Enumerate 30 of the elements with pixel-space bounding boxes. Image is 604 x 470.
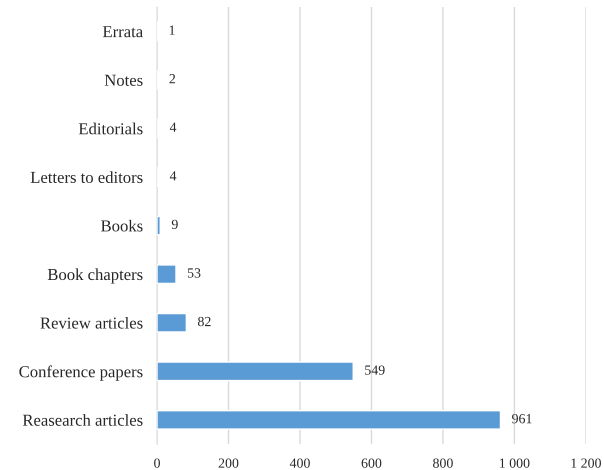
x-tick-label: 1 200 (571, 458, 601, 468)
y-tick-label: Book chapters (48, 268, 143, 284)
y-tick-label: Review articles (40, 316, 143, 329)
bar (157, 361, 354, 382)
data-label: 961 (512, 414, 532, 424)
y-tick-label: Reasearch articles (22, 414, 143, 426)
y-tick-label: Editorials (78, 122, 143, 134)
bar (157, 410, 502, 430)
y-tick-label: Notes (104, 74, 143, 86)
y-tick-label: Letters to editors (30, 171, 143, 183)
data-label: 53 (188, 268, 200, 278)
data-label: 9 (172, 220, 178, 230)
x-tick-label: 800 (433, 458, 453, 468)
data-label: 4 (170, 122, 176, 132)
x-tick-label: 1 000 (500, 458, 530, 468)
bar (157, 216, 161, 236)
data-label: 549 (365, 365, 385, 375)
x-tick-label: 400 (290, 458, 310, 468)
x-tick-label: 200 (218, 458, 238, 468)
data-label: 1 (170, 26, 175, 35)
x-tick-label: 0 (154, 458, 160, 468)
bar (157, 264, 177, 284)
y-tick-label: Conference papers (19, 365, 143, 381)
bar (157, 312, 188, 333)
data-label: 2 (169, 74, 176, 84)
data-label: 4 (170, 171, 176, 180)
y-tick-label: Books (101, 220, 143, 232)
data-label: 82 (198, 316, 211, 326)
x-tick-label: 600 (362, 458, 382, 468)
y-tick-label: Errata (102, 26, 143, 38)
